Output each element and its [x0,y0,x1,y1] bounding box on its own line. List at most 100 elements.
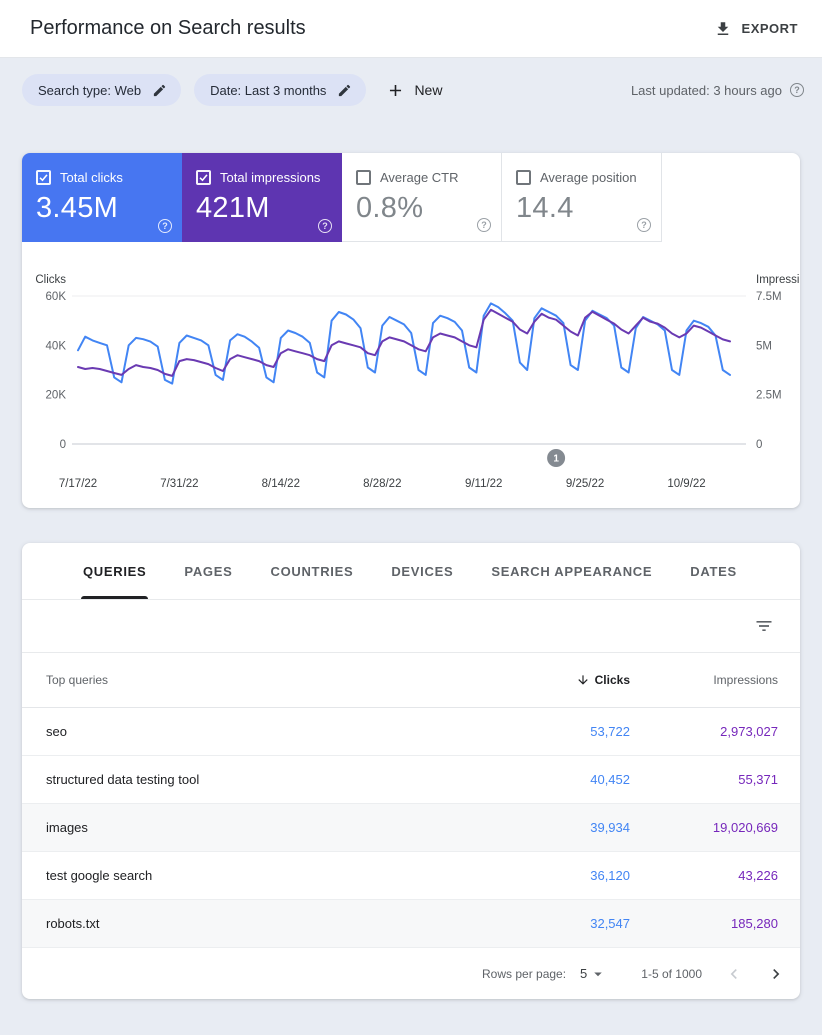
impressions-cell: 43,226 [738,868,778,883]
svg-text:7/31/22: 7/31/22 [160,478,198,490]
column-header-clicks[interactable]: Clicks [576,673,630,687]
query-cell: robots.txt [46,916,100,931]
svg-text:Clicks: Clicks [35,274,66,286]
impressions-cell: 2,973,027 [720,724,778,739]
tab-countries[interactable]: COUNTRIES [268,543,355,599]
svg-text:60K: 60K [46,291,67,303]
metric-value: 3.45M [36,192,119,224]
query-cell: images [46,820,88,835]
clicks-line [77,302,731,385]
filter-chips: Search type: Web Date: Last 3 months New [22,74,442,106]
svg-text:40K: 40K [46,340,67,352]
checkbox-icon [196,170,211,185]
query-cell: structured data testing tool [46,772,200,787]
svg-text:9/11/22: 9/11/22 [465,478,503,490]
svg-text:2.5M: 2.5M [756,390,782,402]
metric-tile-average-ctr[interactable]: Average CTR 0.8% ? [342,153,502,242]
last-updated-text: Last updated: 3 hours ago [630,82,782,98]
clicks-cell: 32,547 [590,916,630,931]
svg-text:1: 1 [553,454,559,465]
help-icon[interactable]: ? [318,219,332,233]
svg-text:9/25/22: 9/25/22 [566,478,604,490]
metric-value: 14.4 [516,191,574,224]
metric-value: 421M [196,192,270,224]
table-row[interactable]: robots.txt 32,547 185,280 [22,900,800,948]
clicks-cell: 53,722 [590,724,630,739]
svg-text:7.5M: 7.5M [756,291,782,303]
impressions-line [77,308,731,377]
tab-queries[interactable]: QUERIES [81,543,149,599]
checkbox-icon [36,170,51,185]
svg-text:0: 0 [756,439,762,451]
metric-label: Total impressions [220,170,321,185]
next-page-button[interactable] [766,964,786,984]
dropdown-caret-icon [594,972,603,976]
sort-desc-arrow-icon [577,675,588,685]
app-header: Performance on Search results EXPORT [0,0,822,58]
tab-pages[interactable]: PAGES [182,543,234,599]
svg-text:7/17/22: 7/17/22 [59,478,97,490]
new-filter-button[interactable]: New [386,81,442,100]
help-icon[interactable]: ? [477,218,491,232]
query-cell: seo [46,724,67,739]
clicks-cell: 36,120 [590,868,630,883]
column-header-top-queries: Top queries [46,673,109,687]
metric-tile-average-position[interactable]: Average position 14.4 ? [502,153,662,242]
date-range-chip-label: Date: Last 3 months [210,82,327,98]
search-type-chip[interactable]: Search type: Web [22,74,182,106]
performance-line-chart[interactable]: Clicks Impressions 0 20K 40K 60K 0 2.5M 5M 7.5M 7/… [22,242,800,508]
table-row[interactable]: structured data testing tool 40,452 55,371 [22,756,800,804]
tab-devices[interactable]: DEVICES [389,543,455,599]
new-filter-label: New [414,82,443,98]
checkbox-icon [356,169,371,185]
svg-text:5M: 5M [756,340,772,352]
queries-table-card: QUERIES PAGES COUNTRIES DEVICES SEARCH A… [22,543,800,999]
table-row[interactable]: images 39,934 19,020,669 [22,804,800,852]
svg-text:Impressions: Impressions [756,274,800,286]
checkbox-icon [516,169,531,185]
svg-text:20K: 20K [46,390,67,402]
impressions-cell: 55,371 [738,772,778,787]
rows-per-page-select[interactable]: 5 [580,965,607,983]
column-header-clicks-label: Clicks [594,673,630,687]
clicks-cell: 39,934 [590,820,630,835]
table-pagination: Rows per page: 5 1-5 of 1000 [22,948,800,999]
svg-text:0: 0 [60,439,66,451]
svg-text:8/14/22: 8/14/22 [262,478,300,490]
query-cell: test google search [46,868,153,883]
edit-pencil-icon [339,84,351,96]
table-row[interactable]: test google search 36,120 43,226 [22,852,800,900]
metric-tile-total-clicks[interactable]: Total clicks 3.45M ? [22,153,182,242]
tab-dates[interactable]: DATES [688,543,739,599]
edit-pencil-icon [153,84,166,96]
rows-per-page-label: Rows per page: [482,966,567,981]
metric-label: Average CTR [380,169,459,185]
dimension-tabs: QUERIES PAGES COUNTRIES DEVICES SEARCH A… [22,543,800,600]
metric-tile-total-impressions[interactable]: Total impressions 421M ? [182,153,342,242]
column-header-impressions[interactable]: Impressions [713,673,778,687]
help-icon[interactable]: ? [158,219,172,233]
chevron-left-icon [730,968,737,979]
filter-list-icon [756,621,772,631]
previous-page-button[interactable] [724,964,744,984]
metric-value: 0.8% [356,191,424,224]
help-icon[interactable]: ? [790,83,804,97]
clicks-cell: 40,452 [590,772,630,787]
table-row[interactable]: seo 53,722 2,973,027 [22,708,800,756]
help-icon[interactable]: ? [637,218,651,232]
svg-text:10/9/22: 10/9/22 [667,478,705,490]
chart-annotation-marker[interactable] [547,449,566,467]
export-label: EXPORT [741,21,798,36]
impressions-cell: 185,280 [731,916,778,931]
tab-search-appearance[interactable]: SEARCH APPEARANCE [489,543,654,599]
filter-rows-button[interactable] [754,616,774,636]
rows-per-page-value: 5 [580,966,588,981]
performance-chart-card: Total clicks 3.45M ? Total impressions 4… [22,153,800,508]
impressions-cell: 19,020,669 [712,820,778,835]
filter-bar: Search type: Web Date: Last 3 months New… [22,74,804,106]
plus-icon [390,84,402,96]
metric-label: Average position [540,169,637,185]
metric-tiles: Total clicks 3.45M ? Total impressions 4… [22,153,800,242]
export-button[interactable]: EXPORT [714,20,798,38]
date-range-chip[interactable]: Date: Last 3 months [194,74,367,106]
